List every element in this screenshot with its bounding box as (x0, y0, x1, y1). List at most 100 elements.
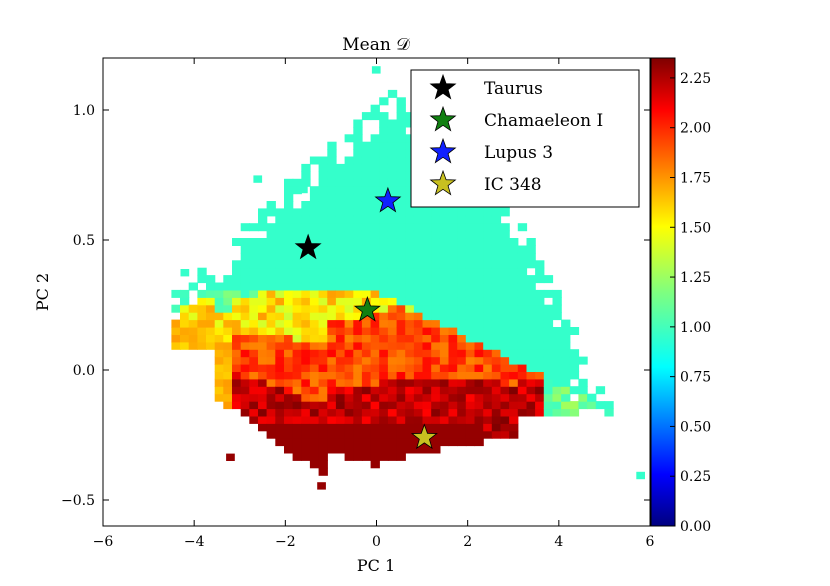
heatmap-cell (344, 215, 354, 224)
heatmap-cell (258, 208, 268, 217)
heatmap-cell (353, 364, 363, 372)
heatmap-cell (309, 186, 320, 195)
heatmap-cell (552, 297, 562, 306)
heatmap-cell (370, 393, 380, 402)
heatmap-cell (431, 304, 441, 313)
heatmap-cell (474, 208, 484, 217)
heatmap-cell (327, 334, 337, 343)
heatmap-cell (301, 208, 311, 217)
legend-marker (429, 137, 457, 164)
heatmap-cell (543, 312, 554, 321)
heatmap-cell (483, 282, 493, 291)
heatmap-cell (500, 364, 510, 372)
heatmap-cell (353, 245, 363, 254)
heatmap-cell (284, 275, 294, 284)
heatmap-cell (284, 252, 294, 261)
heatmap-cell (500, 393, 510, 402)
heatmap-cell (552, 349, 562, 358)
heatmap-cell (309, 341, 320, 350)
heatmap-cell (301, 445, 311, 454)
heatmap-cell (301, 223, 311, 232)
heatmap-cell (379, 282, 389, 291)
heatmap-cell (474, 260, 484, 269)
heatmap-cell (535, 393, 545, 402)
heatmap-cell (509, 401, 519, 410)
heatmap-cell (275, 215, 285, 224)
heatmap-cell (491, 260, 502, 269)
x-tick-label: −4 (184, 534, 205, 550)
heatmap-cell (465, 275, 476, 284)
heatmap-cell (240, 386, 250, 395)
heatmap-cell (500, 312, 510, 321)
heatmap-cell (309, 297, 320, 306)
heatmap-cell (379, 186, 389, 195)
heatmap-cell (535, 401, 545, 410)
heatmap-cell (413, 386, 424, 395)
heatmap-cell (249, 282, 259, 291)
heatmap-cell (266, 430, 276, 439)
heatmap-cell (465, 304, 476, 313)
heatmap-cell (353, 401, 363, 410)
heatmap-cell (318, 178, 328, 187)
heatmap-cell (474, 238, 484, 246)
heatmap-cell (171, 327, 181, 335)
heatmap-cell (301, 334, 311, 343)
heatmap-cell (266, 282, 276, 291)
marker-taurus (294, 233, 322, 260)
heatmap-cell (517, 245, 528, 254)
heatmap-cell (509, 319, 519, 328)
heatmap-cell (309, 304, 320, 313)
heatmap-cell (526, 304, 536, 313)
heatmap-cell (431, 230, 441, 239)
heatmap-cell (344, 201, 354, 209)
heatmap-cell (284, 267, 294, 276)
heatmap-cell (335, 245, 346, 254)
heatmap-cell (535, 275, 545, 284)
heatmap-cell (188, 319, 198, 328)
heatmap-cell (353, 289, 363, 298)
heatmap-cell (379, 341, 389, 350)
heatmap-cell (318, 438, 328, 447)
heatmap-cell (439, 327, 450, 335)
heatmap-cell (509, 260, 519, 269)
heatmap-cell (517, 289, 528, 298)
heatmap-cell (197, 341, 207, 350)
heatmap-cell (284, 341, 294, 350)
heatmap-cell (292, 386, 302, 395)
heatmap-cell (387, 415, 398, 424)
heatmap-cell (223, 349, 233, 358)
heatmap-cell (318, 275, 328, 284)
heatmap-cell (379, 386, 389, 395)
heatmap-cell (439, 215, 450, 224)
heatmap-cell (517, 223, 528, 232)
heatmap-cell (483, 371, 493, 380)
heatmap-cell (396, 112, 406, 121)
heatmap-cell (561, 341, 571, 350)
heatmap-cell (422, 230, 432, 239)
heatmap-cell (465, 260, 476, 269)
heatmap-cell (396, 193, 406, 202)
heatmap-cell (258, 289, 268, 298)
heatmap-cell (335, 312, 346, 321)
heatmap-cell (249, 304, 259, 313)
heatmap-cell (206, 289, 216, 298)
heatmap-cell (361, 156, 372, 165)
heatmap-cell (413, 415, 424, 424)
heatmap-cell (413, 238, 424, 246)
heatmap-cell (344, 252, 354, 261)
heatmap-cell (335, 230, 346, 239)
heatmap-cell (491, 364, 502, 372)
heatmap-cell (396, 141, 406, 150)
heatmap-cell (431, 341, 441, 350)
heatmap-cell (344, 238, 354, 246)
heatmap-cell (379, 112, 389, 121)
heatmap-cell (509, 393, 519, 402)
heatmap-cell (361, 186, 372, 195)
heatmap-cell (335, 186, 346, 195)
heatmap-cell (474, 319, 484, 328)
heatmap-cell (301, 312, 311, 321)
heatmap-cell (284, 445, 294, 454)
heatmap-cell (344, 408, 354, 417)
heatmap-cell (500, 230, 510, 239)
heatmap-cell (387, 215, 398, 224)
